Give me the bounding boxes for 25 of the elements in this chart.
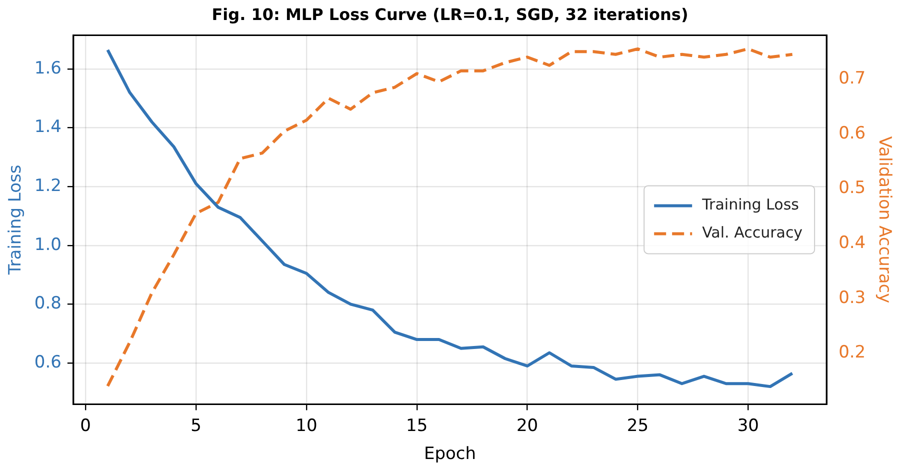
y2-tick-label: 0.5 <box>838 178 866 198</box>
x-tick-label: 5 <box>190 416 202 436</box>
legend-label: Training Loss <box>701 196 800 214</box>
y2-tick-label: 0.2 <box>838 342 866 363</box>
chart-title: Fig. 10: MLP Loss Curve (LR=0.1, SGD, 32 iterations) <box>212 4 688 24</box>
y2-tick-label: 0.6 <box>838 123 866 144</box>
y2-tick-label: 0.4 <box>838 232 866 253</box>
y2-tick-label: 0.3 <box>838 288 866 308</box>
y-tick-label: 1.6 <box>34 58 62 78</box>
legend-label: Val. Accuracy <box>702 224 803 242</box>
y-tick-label: 0.8 <box>34 294 62 314</box>
y-tick-label: 1.4 <box>34 117 62 138</box>
x-tick-label: 10 <box>296 416 318 436</box>
x-tick-label: 20 <box>516 416 538 436</box>
x-tick-label: 15 <box>406 416 428 436</box>
y-axis-title: Training Loss <box>6 164 26 276</box>
y-tick-label: 1.0 <box>34 234 62 255</box>
x-tick-label: 30 <box>737 416 759 436</box>
y2-axis-title: Validation Accuracy <box>874 136 894 304</box>
x-tick-label: 25 <box>626 416 649 436</box>
y-tick-label: 0.6 <box>34 352 62 372</box>
y2-tick-label: 0.7 <box>838 68 866 88</box>
x-axis-title: Epoch <box>424 444 476 464</box>
y-tick-label: 1.2 <box>34 176 62 196</box>
x-tick-label: 0 <box>80 416 91 436</box>
